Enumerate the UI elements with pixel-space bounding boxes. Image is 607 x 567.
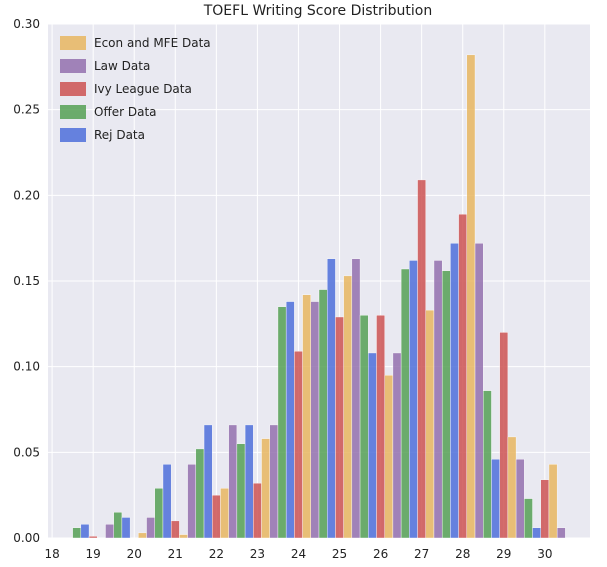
- legend: Econ and MFE Data Law Data Ivy League Data…: [60, 36, 211, 142]
- bar: [417, 179, 426, 539]
- y-tick-label: 0.25: [13, 103, 40, 117]
- bar: [146, 517, 155, 539]
- bar: [343, 275, 353, 539]
- legend-swatch: [60, 36, 86, 50]
- bar: [441, 270, 451, 539]
- bar: [162, 464, 172, 539]
- legend-label: Law Data: [94, 59, 150, 73]
- bar: [187, 464, 197, 539]
- bar: [483, 390, 492, 539]
- bar: [310, 301, 320, 539]
- bar: [368, 352, 377, 539]
- bar: [450, 243, 459, 539]
- bar: [458, 213, 468, 539]
- x-tick-label: 23: [250, 547, 265, 561]
- legend-label: Rej Data: [94, 128, 145, 142]
- legend-swatch: [60, 128, 86, 142]
- x-tick-label: 18: [44, 547, 59, 561]
- bar: [540, 479, 550, 539]
- bar: [466, 54, 476, 539]
- legend-swatch: [60, 82, 86, 96]
- bar: [195, 448, 205, 539]
- bars: [72, 54, 566, 539]
- bar: [236, 443, 246, 539]
- x-tick-label: 27: [414, 547, 429, 561]
- bar: [228, 424, 238, 539]
- bar: [203, 424, 213, 539]
- bar: [253, 482, 262, 539]
- bar: [179, 534, 188, 539]
- y-tick-label: 0.20: [13, 188, 40, 202]
- bar: [80, 524, 90, 539]
- legend-label: Econ and MFE Data: [94, 36, 211, 50]
- bar: [105, 524, 114, 539]
- x-tick-label: 30: [537, 547, 552, 561]
- legend-label: Ivy League Data: [94, 82, 192, 96]
- y-tick-label: 0.30: [13, 17, 40, 31]
- x-tick-label: 21: [168, 547, 183, 561]
- bar: [212, 494, 221, 539]
- bar: [491, 458, 500, 539]
- bar: [400, 268, 410, 539]
- x-tick-label: 24: [291, 547, 306, 561]
- bar: [507, 436, 517, 539]
- x-tick-label: 28: [455, 547, 470, 561]
- bar: [302, 294, 311, 539]
- y-tick-label: 0.10: [13, 360, 40, 374]
- bar: [327, 258, 336, 539]
- x-axis-ticks: 18 19 20 21 22 23 24 25 26 27 28 29 30: [44, 547, 552, 561]
- bar: [269, 424, 279, 539]
- bar: [294, 351, 303, 539]
- bar: [72, 527, 82, 539]
- bar: [285, 301, 295, 539]
- bar: [515, 458, 525, 539]
- bar: [88, 536, 98, 539]
- bar: [244, 424, 254, 539]
- bar: [392, 352, 402, 539]
- bar: [261, 438, 270, 539]
- bar: [376, 315, 385, 539]
- bar: [335, 316, 344, 539]
- y-axis-ticks: 0.00 0.05 0.10 0.15 0.20 0.25 0.30: [13, 17, 40, 545]
- bar: [121, 517, 131, 539]
- bar: [433, 260, 443, 539]
- bar: [384, 375, 394, 539]
- bar: [474, 243, 484, 539]
- y-tick-label: 0.00: [13, 531, 40, 545]
- x-tick-label: 26: [373, 547, 388, 561]
- bar: [359, 315, 369, 539]
- bar: [524, 498, 533, 539]
- bar: [113, 512, 123, 539]
- legend-label: Offer Data: [94, 105, 157, 119]
- bar: [351, 258, 361, 539]
- y-tick-label: 0.15: [13, 274, 40, 288]
- legend-swatch: [60, 59, 86, 73]
- chart-title: TOEFL Writing Score Distribution: [203, 3, 433, 19]
- x-tick-label: 25: [332, 547, 347, 561]
- bar: [277, 306, 287, 539]
- bar: [154, 488, 164, 539]
- bar: [499, 332, 509, 539]
- bar: [138, 532, 147, 539]
- bar: [409, 260, 418, 539]
- y-tick-label: 0.05: [13, 445, 40, 459]
- bar: [556, 527, 566, 539]
- bar: [318, 289, 328, 539]
- bar: [548, 464, 558, 539]
- x-tick-label: 19: [86, 547, 101, 561]
- x-tick-label: 20: [127, 547, 142, 561]
- bar: [425, 309, 435, 539]
- bar: [532, 527, 541, 539]
- legend-swatch: [60, 105, 86, 119]
- x-tick-label: 22: [209, 547, 224, 561]
- bar: [170, 520, 180, 539]
- x-tick-label: 29: [496, 547, 511, 561]
- bar: [220, 488, 229, 539]
